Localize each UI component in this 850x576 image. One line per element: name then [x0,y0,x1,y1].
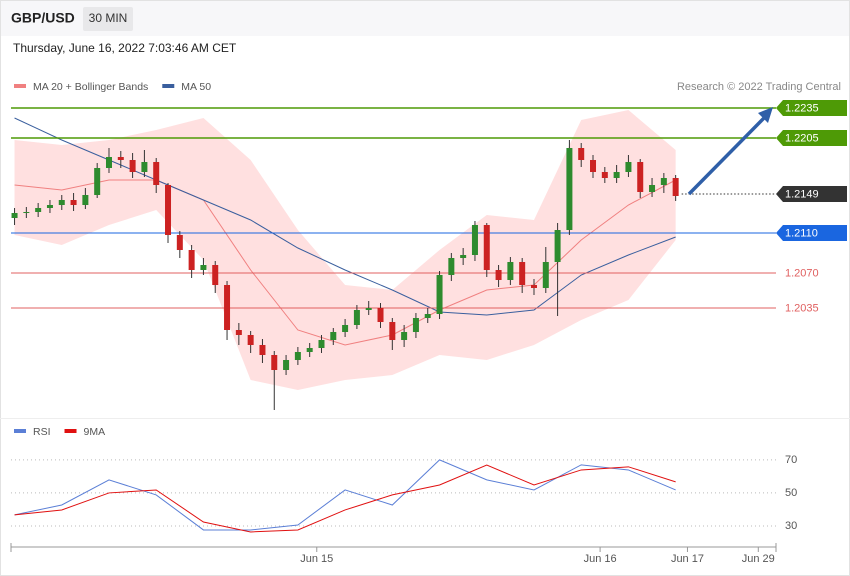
level-label-box [776,225,847,241]
candle-body [117,157,124,160]
moving-average [14,117,676,316]
candle-body [141,162,148,172]
candle-body [460,255,467,258]
candle-body [70,200,77,205]
indicator-line [14,464,676,533]
candle-body [601,172,608,178]
forecast-arrowhead [758,107,773,123]
credit: Research © 2022 Trading Central [677,81,841,93]
legend-swatch [14,429,26,433]
candle-body [153,162,160,185]
candle-body [483,225,490,270]
level-label: 1.2035 [785,302,819,314]
timestamp: Thursday, June 16, 2022 7:03:46 AM CET [13,41,237,55]
level-label: 1.2149 [785,188,819,200]
legend-label: MA 20 + Bollinger Bands [33,81,148,93]
candle-body [165,185,172,235]
candle-body [235,330,242,335]
candle-body [23,212,30,213]
candle-body [578,148,585,160]
candle-body [259,345,266,355]
candle-body [424,314,431,318]
level-label: 1.2235 [785,102,819,114]
level-label-box [776,130,847,146]
candle-body [566,148,573,230]
candle-body [46,205,53,208]
candle-body [660,178,667,185]
candle-body [294,352,301,360]
candle-body [495,270,502,280]
y-tick-label: 30 [785,520,797,532]
candle-body [318,340,325,348]
legend-swatch [162,84,175,88]
candle-body [94,168,101,195]
symbol: GBP/USD [11,10,75,26]
moving-average [14,179,676,346]
bollinger-band [14,110,676,390]
candle-body [188,250,195,270]
legend-label: 9MA [84,426,106,438]
candle-body [507,262,514,280]
header-bar [0,0,850,36]
candle-body [129,160,136,172]
candle-body [554,230,561,262]
candle-body [377,308,384,322]
legend-swatch [14,84,26,88]
level-label-box [776,100,847,116]
level-label: 1.2110 [785,227,818,239]
candle-body [247,335,254,345]
candle-body [401,332,408,340]
level-label: 1.2070 [785,267,819,279]
indicator-line [14,459,676,531]
candle-body [649,185,656,192]
candle-body [471,225,478,255]
y-tick-label: 50 [785,487,797,499]
candle-body [365,308,372,310]
x-tick-label: Jun 15 [300,553,333,565]
candle-body [82,195,89,205]
candle-body [224,285,231,330]
candle-body [342,325,349,332]
candle-body [58,200,65,205]
timeframe-badge [83,7,133,31]
candle-body [176,235,183,250]
candle-body [625,162,632,172]
level-label-box [776,186,847,202]
level-label: 1.2205 [785,132,819,144]
candle-body [353,310,360,325]
forecast-arrow [687,114,768,196]
candle-body [530,285,537,288]
candle-body [105,157,112,168]
candle-body [11,213,18,218]
legend-label: MA 50 [181,81,211,93]
candle-body [271,355,278,370]
x-tick-label: Jun 29 [742,553,775,565]
candle-body [448,258,455,275]
candle-body [436,275,443,314]
candle-body [212,265,219,285]
panel-divider [0,418,850,419]
x-tick-label: Jun 17 [671,553,704,565]
candle-body [519,262,526,285]
candle-body [590,160,597,172]
candle-body [389,322,396,340]
candle-body [613,172,620,178]
candle-body [542,262,549,288]
candle-body [637,162,644,192]
candle-body [200,265,207,270]
y-tick-label: 70 [785,454,797,466]
legend-label: RSI [33,426,51,438]
legend-swatch [64,429,77,433]
candle-body [412,318,419,332]
candle-body [672,178,679,196]
timeframe: 30 MIN [89,11,128,25]
candle-body [35,208,42,212]
x-tick-label: Jun 16 [584,553,617,565]
candle-body [330,332,337,340]
candle-body [306,348,313,352]
candle-body [283,360,290,370]
